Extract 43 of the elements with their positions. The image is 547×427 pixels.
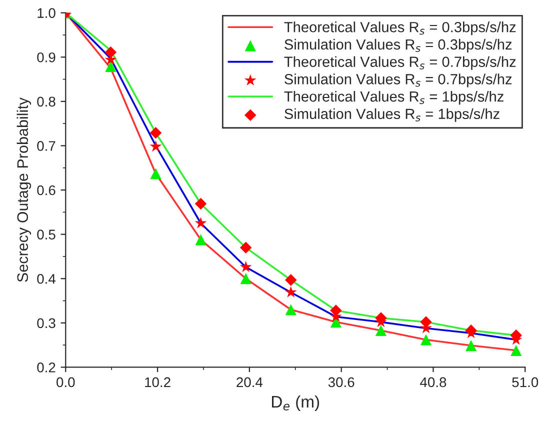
legend-label: Theoretical Values R$_{s}$ = 0.7bps/s/hz: [284, 56, 516, 70]
point: [420, 316, 432, 328]
point: [150, 126, 162, 139]
point: [240, 273, 252, 284]
y-tick-label: 0.8: [37, 96, 56, 107]
point: [150, 140, 162, 152]
point: [330, 304, 342, 316]
point: [420, 334, 432, 346]
point: [284, 274, 297, 286]
x-axis-title: D$_{e}$ (m): [272, 395, 320, 411]
x-tick-label: 0.0: [56, 377, 75, 388]
legend-label: Theoretical Values R$_{s}$ = 1bps/s/hz: [284, 90, 504, 105]
point: [240, 260, 252, 272]
x-tick-label: 20.4: [236, 377, 263, 388]
point: [105, 60, 116, 72]
point: [466, 340, 477, 352]
y-tick-label: 0.2: [37, 362, 56, 372]
point: [194, 216, 207, 228]
point: [285, 304, 296, 316]
point: [195, 234, 206, 246]
point: [194, 198, 207, 210]
x-tick-label: 30.6: [328, 377, 354, 388]
legend-label: Theoretical Values R$_{s}$ = 0.3bps/s/hz: [284, 22, 516, 36]
point: [240, 242, 252, 254]
y-tick-label: 0.4: [37, 274, 56, 284]
y-tick-label: 1.0: [38, 8, 56, 18]
point: [104, 46, 117, 58]
point: [510, 344, 522, 356]
point: [375, 324, 387, 336]
x-tick-label: 10.2: [145, 377, 170, 388]
y-tick-label: 0.7: [37, 141, 56, 151]
y-tick-label: 0.5: [37, 230, 56, 240]
y-tick-label: 0.3: [37, 318, 56, 328]
legend-label: Simulation Values R$_{s}$ = 1bps/s/hz: [284, 108, 500, 122]
y-tick-label: 0.6: [37, 185, 56, 196]
point: [284, 286, 297, 298]
x-tick-label: 51.0: [512, 377, 538, 388]
y-axis-title: Secrecy Outage Probability: [16, 97, 32, 282]
y-tick-label: 0.9: [37, 52, 56, 62]
x-tick-label: 40.8: [420, 377, 446, 388]
legend-label: Simulation Values R$_{s}$ = 0.3bps/s/hz: [284, 38, 512, 53]
legend-label: Simulation Values R$_{s}$ = 0.7bps/s/hz: [284, 74, 512, 88]
point: [150, 168, 162, 180]
